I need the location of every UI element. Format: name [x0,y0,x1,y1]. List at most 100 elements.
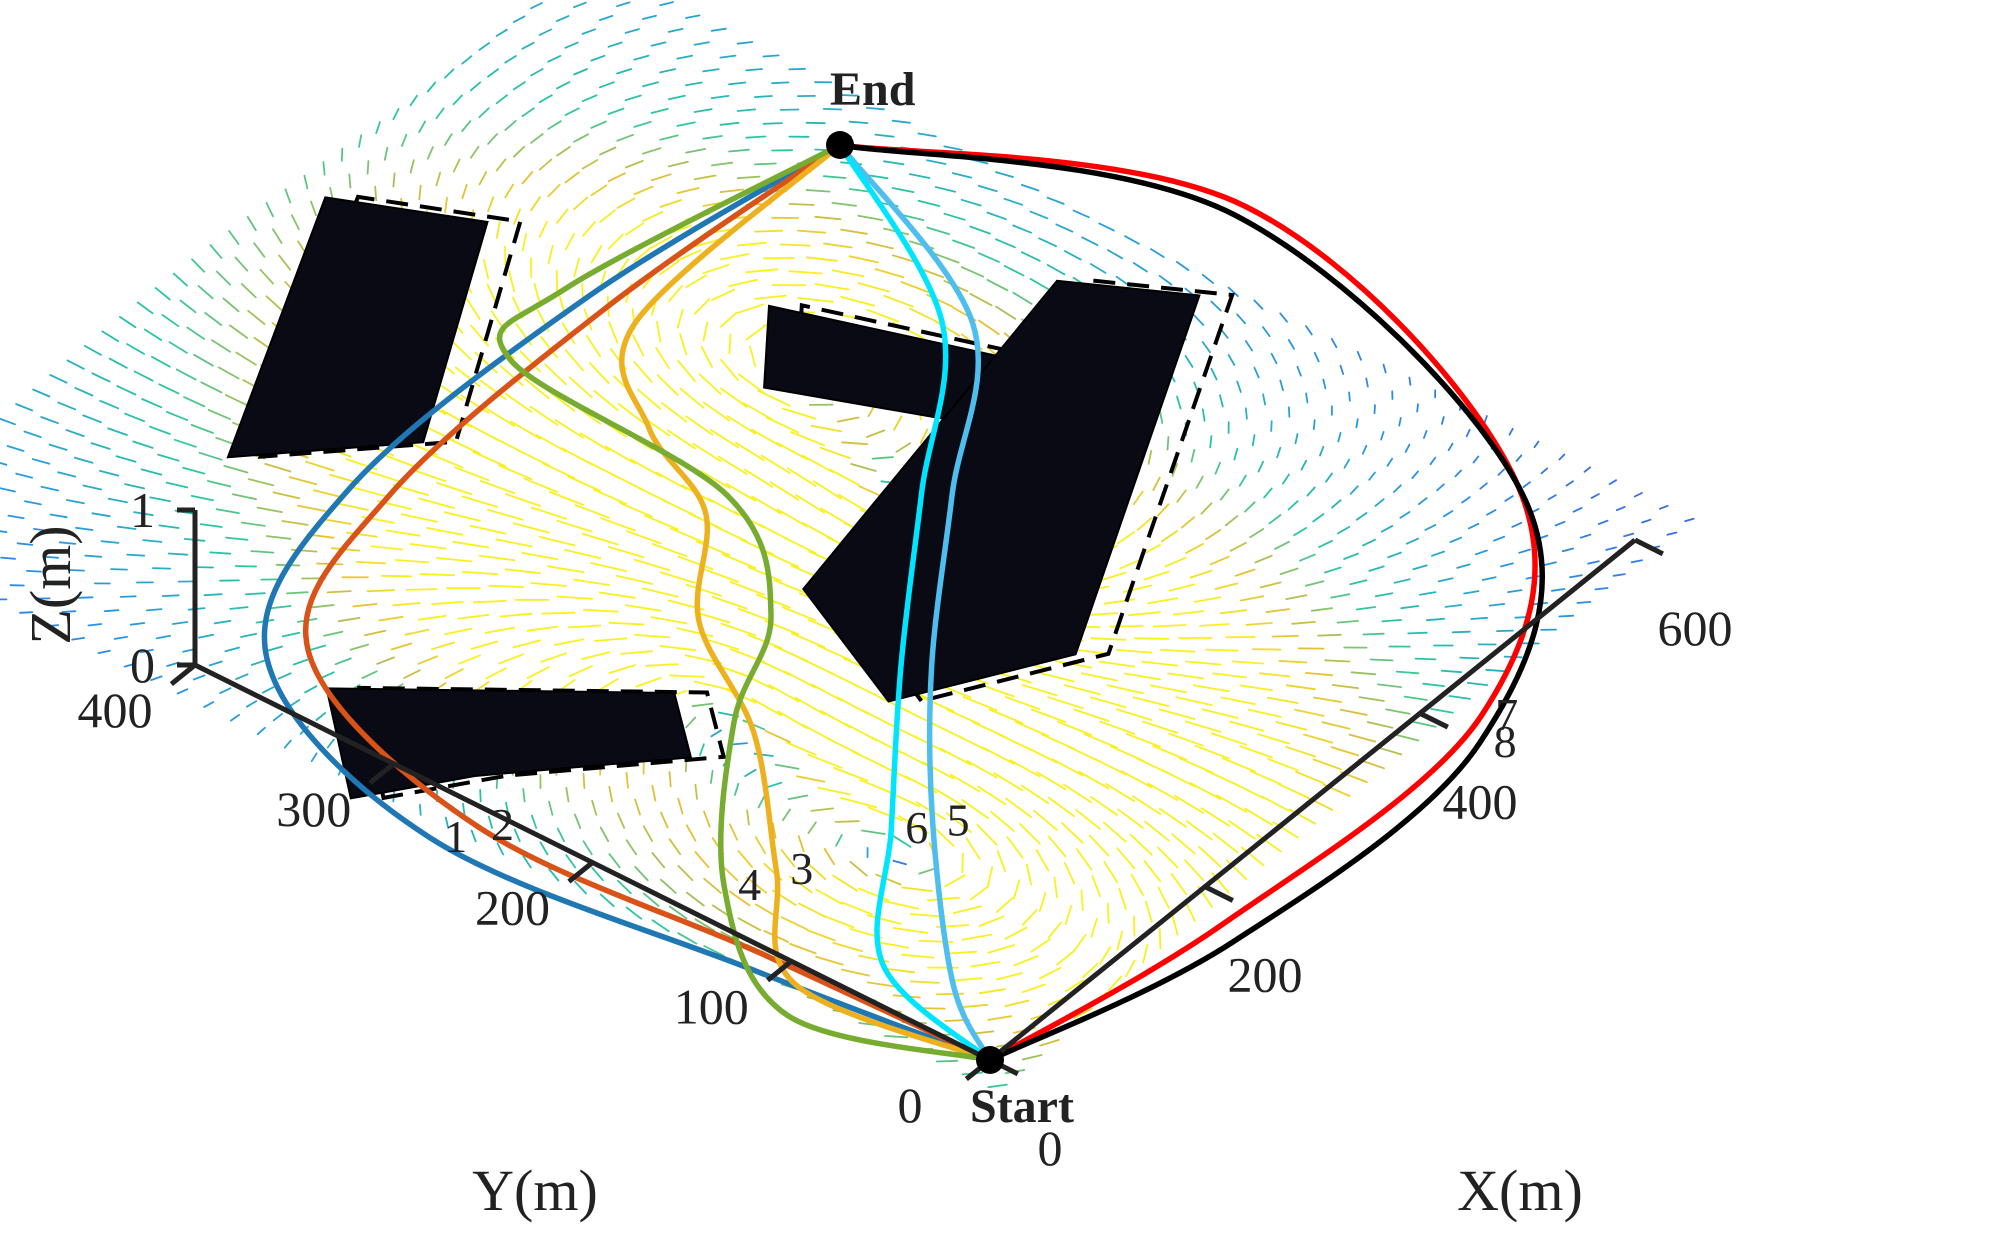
flow-arrow [642,825,653,842]
flow-arrow [444,668,464,679]
flow-arrow [616,68,633,75]
flow-arrow [883,160,905,166]
flow-arrow [685,716,697,729]
flow-arrow [539,841,549,856]
path-number-label: 6 [905,802,928,853]
flow-arrow [556,81,571,90]
flow-arrow [574,813,582,829]
flow-arrow [732,742,748,746]
flow-arrow [364,629,387,637]
flow-arrow [253,242,266,258]
flow-arrow [797,229,826,234]
flow-arrow [643,892,660,907]
flow-arrow [1142,720,1179,734]
flow-arrow [149,425,171,435]
flow-arrow [1192,684,1230,693]
flow-arrow [192,674,206,681]
flow-arrow [1168,583,1196,592]
flow-arrow [1141,660,1179,667]
flow-arrow [487,68,500,78]
flow-arrow [129,622,146,626]
end-point [826,131,854,159]
flow-arrow [521,171,534,185]
flow-arrow [832,942,863,953]
flow-arrow [762,122,783,125]
flow-arrow [215,270,231,286]
flow-arrow [250,550,275,554]
flow-arrow [124,412,146,423]
flow-arrow [774,763,800,770]
flow-arrow [685,583,722,597]
flow-arrow [198,633,215,639]
flow-arrow [667,94,686,101]
flow-arrow [1436,483,1445,492]
flow-arrow [452,94,463,106]
flow-arrow [738,373,765,394]
flow-arrow [281,631,301,638]
flow-arrow [97,649,111,654]
flow-arrow [1173,610,1204,616]
flow-arrow [728,278,758,288]
flow-arrow [659,1,674,7]
flow-arrow [217,366,240,380]
flow-arrow [656,320,662,343]
flow-arrow [200,381,223,394]
flow-arrow [179,299,197,314]
flow-arrow [650,41,667,47]
flow-arrow [765,781,783,789]
flow-arrow [530,196,541,212]
flow-arrow [719,121,740,126]
flow-arrow [633,558,671,571]
flow-arrow [996,850,1007,873]
flow-arrow [1260,795,1291,812]
flow-arrow [970,885,990,901]
flow-arrow [1193,314,1205,326]
flow-arrow [256,726,266,736]
flow-arrow [1279,312,1288,323]
flow-arrow [633,54,650,61]
flow-arrow [1171,462,1178,477]
flow-arrow [986,211,1007,221]
flow-arrow [547,565,585,573]
flow-arrow [564,171,580,184]
flow-arrow [1099,720,1136,735]
flow-arrow [272,713,284,722]
flow-arrow [641,587,679,598]
flow-arrow [694,851,710,869]
flow-arrow [479,479,516,495]
flow-arrow [478,554,516,562]
flow-arrow [586,335,602,358]
flow-arrow [0,556,17,560]
flow-arrow [182,466,206,475]
flow-arrow [883,294,914,308]
flow-arrow [264,462,292,473]
flow-arrow [1355,512,1368,521]
flow-arrow [392,602,421,607]
flow-arrow [1205,648,1239,652]
flow-arrow [222,297,240,313]
flow-arrow [1175,260,1190,272]
flow-arrow [1116,930,1124,951]
flow-arrow [1500,562,1514,568]
flow-arrow [625,772,629,789]
flow-arrow [719,188,744,194]
flow-arrow [1579,533,1592,539]
y-tick-label: 200 [475,880,550,936]
flow-arrow [485,667,507,680]
flow-arrow [1431,550,1445,557]
flow-arrow [504,55,517,64]
flow-arrow [1449,536,1463,543]
flow-arrow [1116,847,1136,870]
flow-arrow [176,688,189,695]
flow-arrow [692,442,722,463]
flow-arrow [1641,518,1652,524]
flow-arrow [405,588,438,591]
flow-arrow [1294,433,1299,445]
flow-arrow [1132,490,1144,506]
flow-arrow [337,502,369,511]
flow-arrow [720,387,748,408]
flow-arrow [794,696,826,716]
flow-arrow [1116,531,1135,545]
flow-arrow [1576,601,1592,604]
flow-arrow [1257,733,1291,745]
